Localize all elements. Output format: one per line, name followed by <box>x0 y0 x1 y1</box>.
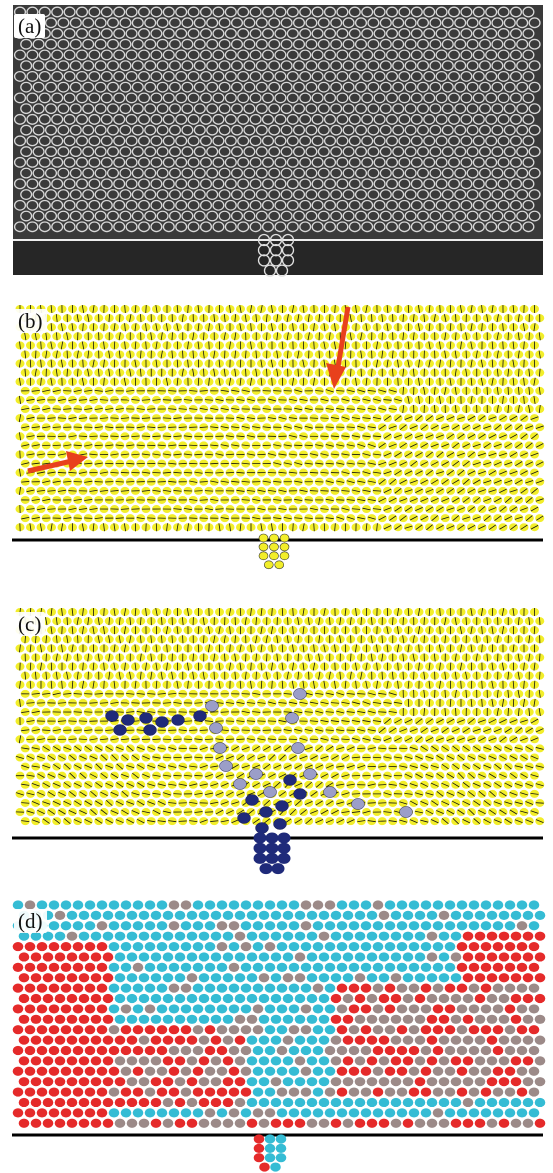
yellow-particles <box>15 608 545 826</box>
orifice-defect-particles <box>253 832 291 875</box>
panel-c: (c) <box>0 598 553 888</box>
panel-a-label: (a) <box>14 14 46 38</box>
orientation-colored-particles <box>12 900 546 1128</box>
sem-orifice-particles <box>257 233 295 277</box>
orifice-particles <box>258 533 290 570</box>
panel-b: (b) <box>0 295 553 580</box>
panel-a-micrograph <box>13 5 543 277</box>
panel-c-label: (c) <box>14 612 46 636</box>
sem-particles <box>13 6 541 233</box>
panel-d-orientation-map <box>12 900 546 1172</box>
panel-c-defect-field <box>12 607 545 875</box>
panel-a: (a) <box>0 0 553 285</box>
panel-b-label: (b) <box>14 309 47 333</box>
panel-d: (d) <box>0 895 553 1173</box>
orientation-vectors <box>15 607 544 825</box>
orientation-vectors <box>18 304 544 532</box>
panel-d-label: (d) <box>14 909 47 933</box>
sem-wall <box>13 240 543 275</box>
red-arrows <box>27 306 351 474</box>
defect-clusters <box>105 688 413 834</box>
orifice-colored-particles <box>253 1134 287 1172</box>
panel-b-vector-field <box>12 304 545 570</box>
